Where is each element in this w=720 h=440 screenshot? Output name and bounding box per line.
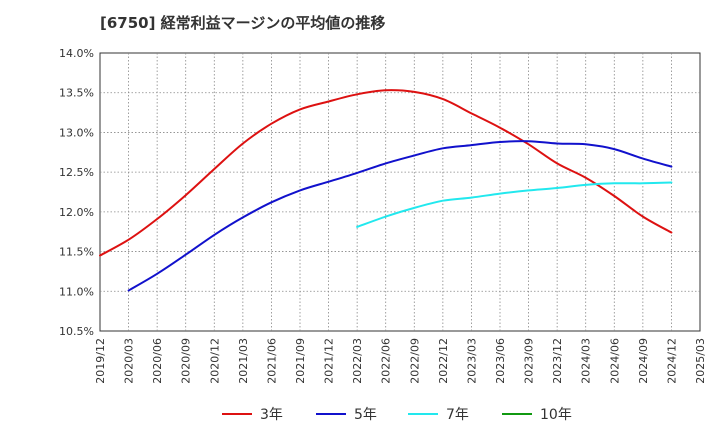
x-tick-label: 2022/12: [437, 338, 450, 384]
series-lines: [99, 89, 673, 292]
x-tick-label: 2024/06: [608, 338, 621, 384]
x-tick-label: 2023/09: [523, 338, 536, 384]
y-tick-label: 14.0%: [59, 47, 94, 60]
y-axis-ticks: 10.5% 11.0% 11.5% 12.0% 12.5% 13.0% 13.5% 14.0%: [59, 47, 94, 338]
y-tick-label: 10.5%: [59, 325, 94, 338]
y-tick-label: 12.5%: [59, 166, 94, 179]
series-line-3年: [99, 89, 673, 257]
plot-area: [99, 52, 701, 332]
x-tick-label: 2021/09: [294, 338, 307, 384]
x-tick-label: 2024/09: [637, 338, 650, 384]
x-tick-label: 2024/03: [580, 338, 593, 384]
x-tick-label: 2020/12: [208, 338, 221, 384]
chart-title: [6750] 経常利益マージンの平均値の推移: [100, 14, 386, 32]
x-tick-label: 2021/12: [323, 338, 336, 384]
y-tick-label: 13.5%: [59, 87, 94, 100]
y-tick-label: 12.0%: [59, 206, 94, 219]
y-tick-label: 11.5%: [59, 246, 94, 259]
x-tick-label: 2025/03: [694, 338, 707, 384]
legend: 3年 5年 7年 10年: [222, 407, 572, 423]
x-tick-label: 2023/06: [494, 338, 507, 384]
x-tick-label: 2022/06: [380, 338, 393, 384]
x-tick-label: 2022/09: [408, 338, 421, 384]
x-tick-label: 2020/09: [180, 338, 193, 384]
x-axis-ticks: 2019/12 2020/03 2020/06 2020/09 2020/12 2021/…: [94, 338, 707, 384]
legend-label: 5年: [354, 407, 377, 423]
x-tick-label: 2023/12: [551, 338, 564, 384]
x-tick-label: 2022/03: [351, 338, 364, 384]
legend-label: 7年: [446, 407, 469, 423]
x-tick-label: 2023/03: [465, 338, 478, 384]
x-tick-label: 2019/12: [94, 338, 107, 384]
y-tick-label: 11.0%: [59, 285, 94, 298]
series-line-7年: [356, 181, 673, 228]
legend-label: 10年: [540, 407, 572, 423]
series-line-5年: [127, 140, 673, 292]
x-tick-label: 2024/12: [665, 338, 678, 384]
x-tick-label: 2020/03: [123, 338, 136, 384]
x-tick-label: 2021/03: [237, 338, 250, 384]
x-tick-label: 2021/06: [265, 338, 278, 384]
x-tick-label: 2020/06: [151, 338, 164, 384]
legend-label: 3年: [260, 407, 283, 423]
y-tick-label: 13.0%: [59, 126, 94, 139]
